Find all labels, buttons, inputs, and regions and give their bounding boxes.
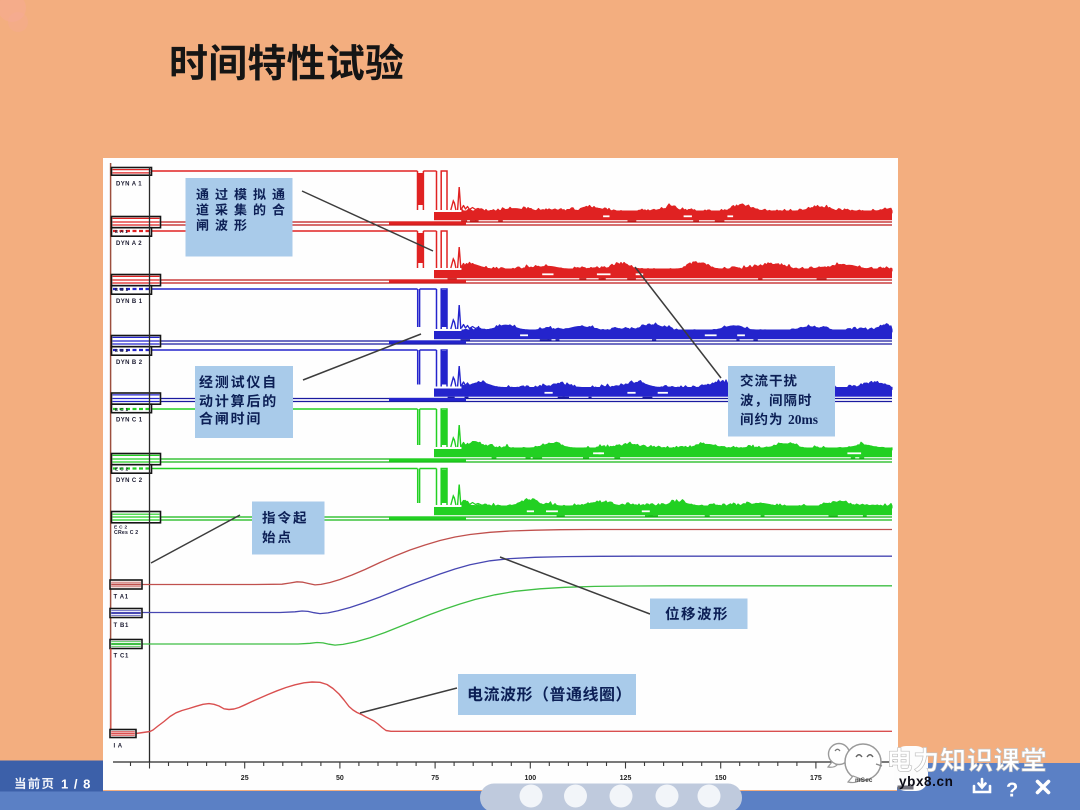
svg-text:DYN C 2: DYN C 2 bbox=[116, 478, 143, 484]
svg-text:E A 1: E A 1 bbox=[115, 229, 128, 235]
svg-text:DYN A 1: DYN A 1 bbox=[116, 182, 142, 188]
svg-text:75: 75 bbox=[431, 775, 439, 782]
svg-text:E B 2: E B 2 bbox=[115, 348, 129, 354]
svg-text:DYN C 1: DYN C 1 bbox=[116, 418, 143, 424]
svg-text:20ms: 20ms bbox=[788, 412, 818, 427]
svg-text:E C 2: E C 2 bbox=[114, 524, 128, 530]
svg-text:50: 50 bbox=[336, 775, 344, 782]
svg-text:175: 175 bbox=[810, 775, 822, 782]
svg-text:25: 25 bbox=[241, 775, 249, 782]
svg-text:E B 1: E B 1 bbox=[115, 287, 129, 293]
svg-text:150: 150 bbox=[715, 775, 727, 782]
svg-text:I A: I A bbox=[114, 744, 123, 750]
svg-text:T C1: T C1 bbox=[114, 654, 129, 660]
svg-text:T B1: T B1 bbox=[114, 623, 129, 629]
svg-text:ybx8.cn: ybx8.cn bbox=[899, 774, 953, 789]
svg-text:?: ? bbox=[1006, 780, 1018, 802]
svg-text:T A1: T A1 bbox=[114, 595, 129, 601]
svg-text:CRes C 2: CRes C 2 bbox=[114, 530, 138, 536]
svg-text:DYN A 2: DYN A 2 bbox=[116, 241, 142, 247]
svg-text:1 / 8: 1 / 8 bbox=[61, 777, 91, 792]
svg-text:DYN B 2: DYN B 2 bbox=[116, 360, 143, 366]
svg-text:125: 125 bbox=[620, 775, 632, 782]
svg-text:DYN B 1: DYN B 1 bbox=[116, 299, 143, 305]
svg-text:100: 100 bbox=[524, 775, 536, 782]
svg-text:E C 1: E C 1 bbox=[115, 407, 129, 413]
svg-text:E C 2: E C 2 bbox=[115, 467, 129, 473]
svg-text:mSec: mSec bbox=[855, 777, 873, 784]
